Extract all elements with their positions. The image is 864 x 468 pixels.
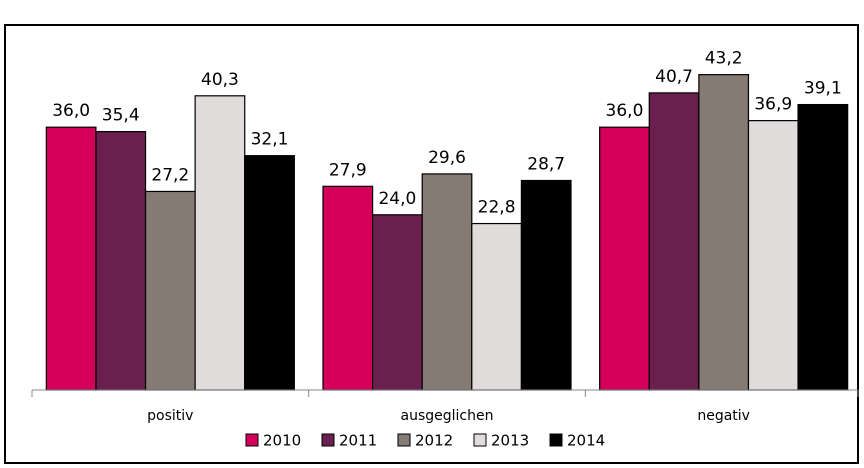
value-label: 36,0 [606,101,644,121]
x-tick-label: ausgeglichen [401,408,494,424]
bar [698,74,750,391]
bar [194,95,246,391]
value-label: 28,7 [527,154,565,174]
legend-label: 2010 [263,432,301,450]
x-tick-label: positiv [147,408,193,424]
value-label: 27,2 [151,165,189,185]
bar [372,214,423,391]
legend-label: 2014 [567,432,605,450]
value-label: 35,4 [102,106,140,126]
bar [797,103,849,391]
value-label: 40,3 [201,70,239,90]
value-label: 24,0 [378,189,416,209]
legend-swatch [397,433,411,447]
value-label: 29,6 [428,148,466,168]
legend-label: 2011 [339,432,377,450]
bar [747,120,799,391]
legend-swatch [321,433,335,447]
bar [520,179,572,391]
x-tick-label: negativ [697,408,750,424]
bar [421,173,473,391]
value-label: 43,2 [705,49,743,69]
bar [95,130,147,391]
value-label: 32,1 [251,130,289,150]
legend-label: 2012 [415,432,453,450]
legend-swatch [473,433,487,447]
bar [599,126,650,391]
value-label: 36,0 [52,101,90,121]
bar [648,92,700,391]
value-label: 36,9 [754,95,792,115]
value-label: 22,8 [478,198,516,218]
legend-swatch [245,433,259,447]
value-label: 39,1 [804,79,842,99]
bar [144,190,196,391]
bar [244,155,295,391]
bar [471,222,522,391]
legend-swatch [549,433,563,447]
bar [45,126,97,391]
value-label: 27,9 [329,160,367,180]
value-label: 40,7 [655,67,693,87]
legend-label: 2013 [491,432,529,450]
bar [322,185,374,391]
